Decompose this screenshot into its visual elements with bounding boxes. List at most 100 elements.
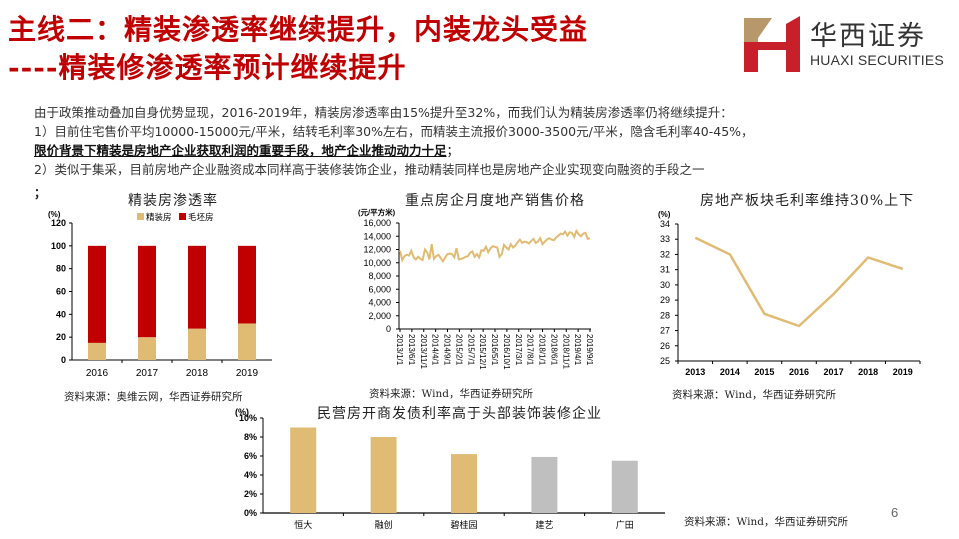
chart3-ytick: 29: [660, 295, 670, 305]
chart4-bar: [611, 460, 638, 513]
chart2-xtick: 2019/4/1: [573, 334, 582, 366]
chart2-ytick: 10,000: [363, 258, 391, 268]
chart2-xtick: 2013/11/1: [419, 334, 428, 370]
logo-name-en: HUAXI SECURITIES: [810, 52, 944, 68]
chart2-xtick: 2019/9/1: [585, 334, 594, 366]
chart1-ytick: 40: [56, 309, 66, 319]
chart1-ytick: 20: [56, 332, 66, 342]
chart1-ylabel: (%): [48, 210, 61, 219]
chart2-xtick: 2017/3/1: [514, 334, 523, 366]
chart4-xtick: 恒大: [294, 519, 312, 530]
chart2-xtick: 2016/10/1: [502, 334, 511, 370]
chart3-xtick: 2015: [754, 367, 774, 377]
huaxi-logo: 华西证券 HUAXI SECURITIES: [742, 12, 952, 74]
chart2-ytick: 14,000: [363, 231, 391, 241]
chart4-ytick: 2%: [244, 489, 257, 499]
chart2-xtick: 2018/11/1: [561, 334, 570, 370]
chart2-source: 资料来源：Wind，华西证券研究所: [369, 388, 533, 400]
chart1-xtick: 2019: [236, 368, 259, 379]
chart1-ytick: 60: [56, 287, 66, 297]
chart2-xtick: 2015/7/1: [466, 334, 475, 366]
chart1-ytick: 100: [51, 241, 66, 251]
body-line-3: 限价背景下精装是房地产企业获取利润的重要手段，地产企业推动动力十足；: [34, 141, 459, 160]
chart2-ytick: 8,000: [368, 271, 391, 281]
chart3-ytick: 32: [660, 249, 670, 259]
chart3-ytick: 28: [660, 310, 670, 320]
chart3-xtick: 2013: [685, 367, 705, 377]
chart1-bar-segment: [238, 245, 256, 324]
chart2-xtick: 2013/6/1: [407, 334, 416, 366]
chart3-ytick: 27: [660, 326, 670, 336]
chart4-ylabel: (%): [235, 407, 249, 417]
slide-title-line1: 主线二：精装渗透率继续提升，内装龙头受益: [8, 13, 589, 46]
chart4-ytick: 10%: [239, 413, 257, 423]
logo-name-cn: 华西证券: [810, 21, 926, 52]
chart2-ytick: 12,000: [363, 245, 391, 255]
body-line-3-bold: 限价背景下精装是房地产企业获取利润的重要手段，地产企业推动动力十足: [34, 143, 447, 158]
chart1-ytick: 120: [51, 218, 66, 228]
chart1-ytick: 80: [56, 264, 66, 274]
chart1-xtick: 2017: [136, 368, 159, 379]
slide-title-line2: ----精装修渗透率预计继续提升: [8, 51, 407, 84]
chart2-xtick: 2015/2/1: [454, 334, 463, 366]
chart4-bar: [290, 427, 317, 513]
chart3-ylabel: (%): [658, 210, 671, 219]
chart2-xtick: 2016/5/1: [490, 334, 499, 366]
chart-penetration-rate: (%) 0 20 40 60 80 100 120 2016 2017 2018 2019 精装房 毛坯房: [48, 210, 272, 379]
chart4-xtick: 建艺: [535, 519, 553, 530]
chart2-ytick: 6,000: [368, 284, 391, 294]
chart1-title: 精装房渗透率: [128, 193, 218, 209]
chart2-xtick: 2014/9/1: [443, 334, 452, 366]
body-line-1: 由于政策推动叠加自身优势显现，2016-2019年，精装房渗透率由15%提升至3…: [34, 105, 733, 120]
chart2-ytick: 2,000: [368, 311, 391, 321]
chart2-xtick: 2013/1/1: [395, 334, 404, 366]
body-line-4: 2）类似于集采，目前房地产企业融资成本同样高于装修装饰企业，推动精装同样也是房地…: [34, 162, 705, 177]
body-line-3-tail: ；: [446, 143, 460, 158]
chart3-ytick: 31: [660, 265, 670, 275]
body-line-2: 1）目前住宅售价平均10000-15000元/平米，结转毛利率30%左右，而精装…: [34, 124, 754, 139]
chart2-xtick: 2018/6/1: [549, 334, 558, 366]
chart2-ytick: 16,000: [363, 218, 391, 228]
chart1-xtick: 2018: [186, 368, 209, 379]
chart1-bar-segment: [138, 245, 156, 338]
chart4-source: 资料来源：Wind，华西证券研究所: [684, 516, 848, 528]
chart1-legend-label: 毛坯房: [188, 212, 214, 222]
chart1-legend-swatch: [179, 213, 186, 220]
chart2-xtick: 2017/8/1: [526, 334, 535, 366]
chart3-ytick: 33: [660, 234, 670, 244]
chart2-xtick: 2018/1/1: [538, 334, 547, 366]
chart-monthly-price: (元/平方米) 0 2,000 4,000 6,000 8,000 10,000 12,000…: [358, 207, 594, 370]
chart3-line: [694, 236, 904, 328]
chart4-xtick: 融创: [375, 519, 393, 530]
huaxi-logo-icon: [744, 16, 800, 72]
chart1-legend-label: 精装房: [146, 212, 172, 222]
chart3-ytick: 26: [660, 341, 670, 351]
chart4-xtick: 碧桂园: [450, 519, 477, 530]
chart4-bar: [370, 437, 397, 513]
chart1-xtick: 2016: [86, 368, 109, 379]
chart1-bar-segment: [238, 323, 256, 360]
chart3-xtick: 2019: [893, 367, 913, 377]
chart1-bar-segment: [188, 328, 206, 360]
chart1-bar-segment: [188, 245, 206, 329]
stray-semicolon: ；: [34, 186, 47, 200]
chart2-xtick: 2014/4/1: [431, 334, 440, 366]
chart3-ytick: 34: [660, 219, 670, 229]
chart1-legend-swatch: [137, 213, 144, 220]
chart1-bar-segment: [88, 245, 106, 343]
chart3-ytick: 30: [660, 280, 670, 290]
chart4-ytick: 4%: [244, 470, 257, 480]
chart3-xtick: 2017: [824, 367, 844, 377]
chart3-xtick: 2014: [720, 367, 740, 377]
chart4-xtick: 广田: [616, 519, 634, 530]
chart2-line: [399, 228, 591, 264]
chart-gross-margin: (%) 25 26 27 28 29 30 31 32 33 34 2013 2014 2015 2016 2…: [658, 210, 921, 377]
chart4-bar: [451, 454, 477, 513]
chart1-bar-segment: [88, 342, 106, 360]
chart-bond-rate: (%) 0% 2% 4% 6% 8% 10% 恒大 融创 碧桂园 建艺 广田: [235, 407, 665, 530]
chart1-bar-segment: [138, 337, 156, 360]
chart1-source: 资料来源：奥维云网，华西证券研究所: [64, 391, 243, 403]
chart4-ytick: 6%: [244, 451, 257, 461]
chart3-source: 资料来源：Wind，华西证券研究所: [672, 389, 836, 401]
chart2-ylabel: (元/平方米): [358, 207, 396, 217]
